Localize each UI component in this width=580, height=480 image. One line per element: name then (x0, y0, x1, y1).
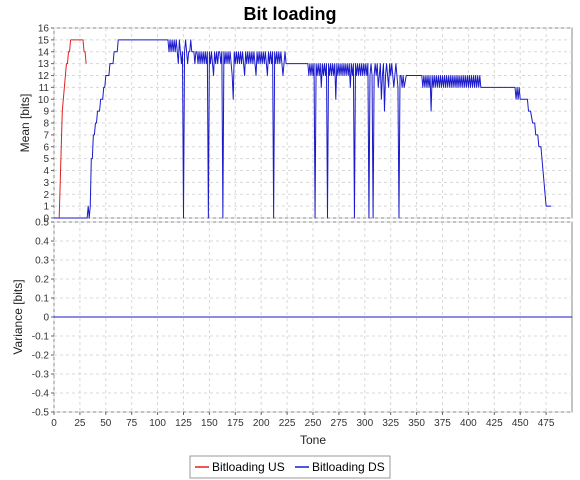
x-tick-label: 75 (126, 418, 138, 429)
legend: Bitloading US Bitloading DS (189, 455, 391, 479)
y-tick-label: 9 (43, 107, 49, 118)
x-tick-label: 100 (149, 418, 166, 429)
y-tick-label: 8 (43, 119, 49, 130)
x-tick-label: 250 (305, 418, 322, 429)
y-tick-label: -0.5 (32, 408, 50, 419)
y-tick-label: 3 (43, 178, 49, 189)
x-axis-ticks: 0 25 50 75 100 125 150 175 200 225 250 275 300 325 350… (51, 412, 555, 429)
series-line-us (54, 39, 87, 219)
y-tick-label: 4 (43, 166, 49, 177)
x-tick-label: 200 (253, 418, 270, 429)
legend-label-us: Bitloading US (212, 460, 285, 474)
y-tick-label: -0.2 (32, 351, 50, 362)
x-tick-label: 125 (175, 418, 192, 429)
y-tick-label: 0.2 (35, 275, 49, 286)
x-tick-label: 450 (512, 418, 529, 429)
variance-grid (53, 221, 572, 413)
y-tick-label: 6 (43, 142, 49, 153)
mean-y-axis-label: Mean [bits] (18, 94, 32, 153)
y-tick-label: 12 (38, 71, 50, 82)
legend-box (189, 455, 391, 479)
y-tick-label: 0 (43, 313, 49, 324)
y-tick-label: 16 (38, 24, 50, 35)
x-tick-label: 275 (331, 418, 348, 429)
y-tick-label: 2 (43, 190, 49, 201)
x-tick-label: 425 (486, 418, 503, 429)
x-tick-label: 0 (51, 418, 57, 429)
x-tick-label: 475 (538, 418, 555, 429)
x-tick-label: 300 (356, 418, 373, 429)
series-line-ds (54, 39, 552, 219)
y-tick-label: 1 (43, 202, 49, 213)
x-tick-label: 400 (460, 418, 477, 429)
x-tick-label: 325 (382, 418, 399, 429)
y-tick-label: 11 (39, 83, 50, 94)
y-tick-label: -0.4 (32, 389, 50, 400)
y-tick-label: 0.1 (35, 294, 49, 305)
y-tick-label: 10 (38, 95, 50, 106)
x-tick-label: 50 (100, 418, 112, 429)
y-tick-label: 5 (43, 154, 49, 165)
y-tick-label: 0 (43, 214, 49, 225)
chart-title: Bit loading (244, 4, 337, 24)
variance-y-axis-label: Variance [bits] (11, 279, 25, 354)
variance-panel: -0.5 -0.4 -0.3 -0.2 -0.1 0 0.1 0.2 0.3 0.4 0.5 Var… (11, 218, 573, 419)
x-tick-label: 25 (74, 418, 86, 429)
y-tick-label: 14 (38, 47, 50, 58)
y-tick-label: 13 (38, 59, 50, 70)
x-axis-label: Tone (300, 433, 326, 447)
y-tick-label: 0.4 (35, 237, 49, 248)
x-tick-label: 375 (434, 418, 451, 429)
y-tick-label: 7 (43, 130, 49, 141)
x-tick-label: 225 (279, 418, 296, 429)
x-tick-label: 150 (201, 418, 218, 429)
x-tick-label: 175 (227, 418, 244, 429)
y-tick-label: -0.3 (32, 370, 50, 381)
y-tick-label: 0.5 (35, 218, 49, 229)
legend-label-ds: Bitloading DS (312, 460, 385, 474)
variance-y-ticks: -0.5 -0.4 -0.3 -0.2 -0.1 0 0.1 0.2 0.3 0.4 0.5 (32, 218, 54, 419)
y-tick-label: 0.3 (35, 256, 49, 267)
y-tick-label: -0.1 (32, 332, 50, 343)
mean-series-lines (54, 39, 552, 219)
x-tick-label: 350 (408, 418, 425, 429)
y-tick-label: 15 (38, 35, 50, 46)
